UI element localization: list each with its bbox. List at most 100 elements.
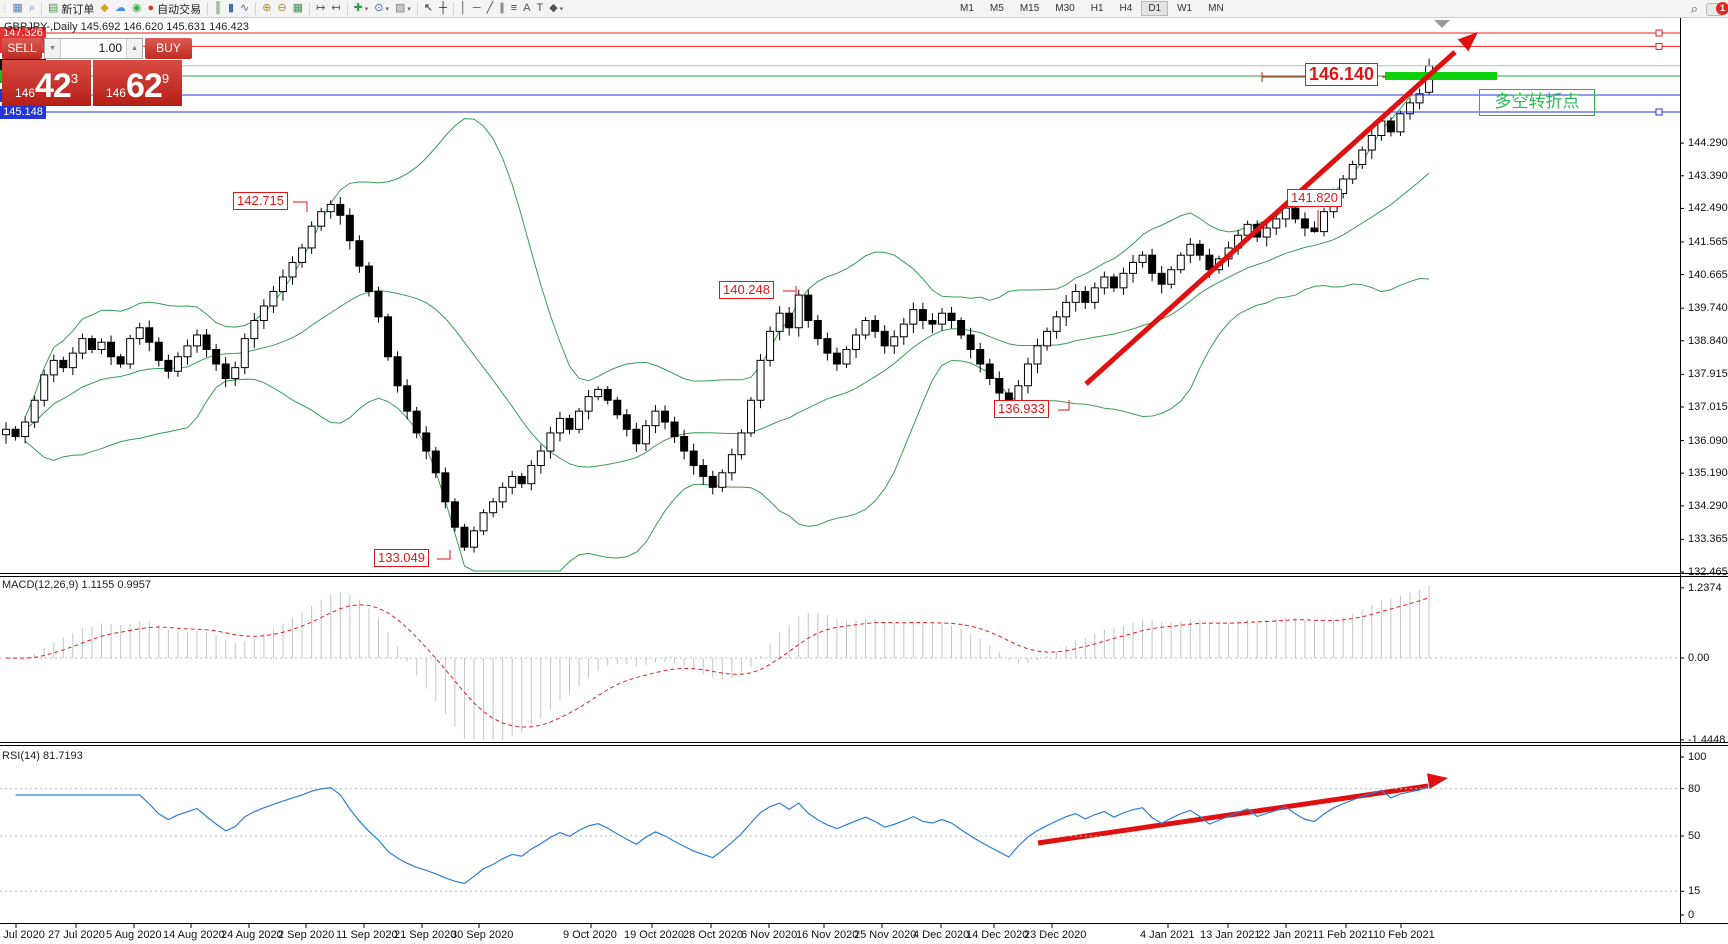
sell-button[interactable]: SELL: [2, 38, 42, 59]
date-axis-label: 10 Feb 2021: [1373, 929, 1435, 941]
timeframe-button-d1[interactable]: D1: [1141, 0, 1169, 16]
date-axis-label: 17 Jul 2020: [0, 929, 45, 941]
new-order-button[interactable]: ▤ 新订单: [45, 1, 97, 16]
toolbar-separator: [309, 2, 311, 15]
price-level-badge[interactable]: 145.148: [0, 106, 46, 119]
price-annotation-tag[interactable]: 133.049: [374, 549, 429, 567]
indicators-icon: ✚: [353, 2, 363, 14]
bar-chart-icon: ║: [214, 2, 222, 14]
dropdown-arrow-icon[interactable]: ▾: [559, 5, 564, 13]
channel-button[interactable]: ∥: [496, 1, 508, 16]
price-axis-tick: 133.365: [1688, 533, 1728, 545]
zoom-in-icon: ⊕: [262, 2, 272, 14]
buy-button[interactable]: BUY: [145, 38, 192, 59]
text-button[interactable]: A: [520, 1, 533, 16]
buy-price-point: 9: [161, 71, 170, 86]
zoom-in-button[interactable]: ⊕: [259, 1, 274, 16]
deposit-icon: ◆: [100, 2, 109, 14]
top-toolbar: ┆ ▦ ⌕ ▤ 新订单 ◆ ☁ ◉ ● 自动交易 ║ ▮ ∿ ⊕ ⊖ ▦ ↦ ↤ ✚ ▾ ⊙ ▾ ▨ ▾ ↖ ┼ │ ─ ╱ ∥ ≡ A T ◆…: [0, 0, 1728, 18]
fibonacci-button[interactable]: ≡: [508, 1, 520, 16]
horizontal-line-button[interactable]: ─: [470, 1, 484, 16]
turning-point-note[interactable]: 多空转折点: [1479, 89, 1595, 116]
price-annotation-tag[interactable]: 136.933: [994, 400, 1049, 418]
timeframe-button-h1[interactable]: H1: [1090, 2, 1104, 14]
timeframe-button-h4[interactable]: H4: [1119, 2, 1133, 14]
timeframe-button-m1[interactable]: M1: [960, 2, 974, 14]
volume-stepper: ▼ 1.00 ▲: [44, 38, 143, 59]
line-chart-button[interactable]: ∿: [237, 1, 252, 16]
price-axis-tick: 140.665: [1688, 269, 1728, 281]
timeframe-button-m15[interactable]: M15: [1019, 2, 1040, 14]
notification-bubble-icon[interactable]: 1: [1706, 1, 1728, 16]
text-icon: A: [523, 2, 531, 14]
arrows-tool-button[interactable]: ◆ ▾: [546, 1, 566, 16]
auto-scroll-icon: ↦: [316, 2, 326, 14]
new-order-icon: ▤: [48, 2, 59, 14]
search-icon[interactable]: ⌕: [1690, 1, 1698, 16]
vertical-line-button[interactable]: │: [457, 1, 470, 16]
date-axis-label: 1 Feb 2021: [1318, 929, 1374, 941]
signals-button[interactable]: ◉: [129, 1, 145, 16]
sell-price-button[interactable]: 146 42 3: [2, 60, 91, 106]
deposit-button[interactable]: ◆: [97, 1, 111, 16]
toolbar-separator: [207, 2, 209, 15]
one-click-trading-panel: SELL ▼ 1.00 ▲ BUY 146 42 3 146 62 9: [2, 38, 192, 106]
date-axis-label: 25 Nov 2020: [854, 929, 917, 941]
bar-chart-button[interactable]: ║: [211, 1, 225, 16]
dropdown-arrow-icon[interactable]: ▾: [364, 5, 369, 13]
rsi-axis-tick: 100: [1688, 751, 1707, 763]
zoom-out-button[interactable]: ⊖: [274, 1, 289, 16]
price-axis-tick: 138.840: [1688, 335, 1728, 347]
arrows-tool-icon: ◆: [549, 2, 558, 14]
date-axis-label: 24 Aug 2020: [221, 929, 283, 941]
notification-badge[interactable]: 1: [1716, 1, 1728, 15]
timeframe-button-w1[interactable]: W1: [1177, 2, 1193, 14]
text-label-button[interactable]: T: [533, 1, 546, 16]
timeframe-button-m5[interactable]: M5: [989, 2, 1004, 14]
auto-trading-label: 自动交易: [157, 3, 202, 16]
price-axis-tick: 137.015: [1688, 401, 1728, 413]
tile-windows-button[interactable]: ▦: [290, 1, 306, 16]
macd-label: MACD(12,26,9) 1.1155 0.9957: [2, 579, 151, 591]
price-annotation-tag[interactable]: 146.140: [1305, 63, 1379, 86]
timeframe-button-mn[interactable]: MN: [1208, 2, 1224, 14]
date-axis-label: 11 Sep 2020: [336, 929, 398, 941]
price-level-badge[interactable]: 147.326: [0, 27, 46, 40]
date-axis-label: 16 Nov 2020: [796, 929, 859, 941]
buy-price-button[interactable]: 146 62 9: [93, 60, 182, 106]
volume-increase-button[interactable]: ▲: [126, 39, 142, 58]
trendline-button[interactable]: ╱: [484, 1, 497, 16]
chart-window-button[interactable]: ▦: [9, 1, 25, 16]
price-annotation-tag[interactable]: 141.820: [1287, 189, 1342, 207]
timeframe-button-m30[interactable]: M30: [1055, 2, 1075, 14]
date-axis-label: 27 Jul 2020: [48, 929, 105, 941]
rsi-axis-tick: 50: [1688, 830, 1701, 842]
volume-input[interactable]: 1.00: [98, 41, 122, 55]
cursor-button[interactable]: ↖: [421, 1, 436, 16]
chart-shift-button[interactable]: ↤: [328, 1, 343, 16]
community-button[interactable]: ☁: [112, 1, 129, 16]
preview-button[interactable]: ⌕: [26, 1, 38, 16]
dropdown-arrow-icon[interactable]: ▾: [407, 5, 411, 13]
auto-trading-button[interactable]: ● 自动交易: [144, 1, 204, 16]
sell-price-pips: 42: [34, 67, 72, 105]
rsi-label: RSI(14) 81.7193: [2, 750, 83, 762]
date-axis-label: 4 Dec 2020: [913, 929, 970, 941]
candlestick-chart-button[interactable]: ▮: [225, 1, 237, 16]
indicators-button[interactable]: ✚ ▾: [351, 1, 372, 16]
volume-decrease-button[interactable]: ▼: [45, 39, 61, 58]
crosshair-button[interactable]: ┼: [436, 1, 450, 16]
price-axis-tick: 139.740: [1688, 302, 1728, 314]
price-axis-tick: 144.290: [1688, 137, 1728, 149]
template-button[interactable]: ▨ ▾: [392, 1, 414, 16]
date-axis-label: 14 Aug 2020: [163, 929, 225, 941]
auto-scroll-button[interactable]: ↦: [313, 1, 328, 16]
timeframe-toolbar: M1 M5 M15 M30 H1 H4 D1 W1 MN: [952, 0, 1232, 16]
price-annotation-tag[interactable]: 142.715: [233, 192, 288, 210]
price-annotation-tag[interactable]: 140.248: [719, 281, 774, 299]
period-button[interactable]: ⊙ ▾: [371, 1, 392, 16]
dropdown-arrow-icon[interactable]: ▾: [385, 5, 389, 13]
date-axis-label: 6 Nov 2020: [741, 929, 798, 941]
tile-windows-icon: ▦: [292, 2, 304, 14]
